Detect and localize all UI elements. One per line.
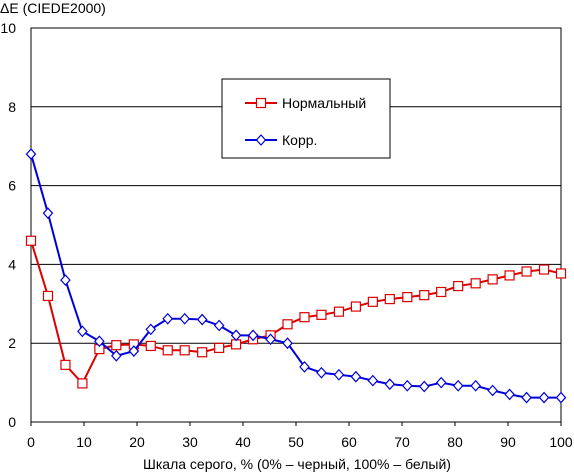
- data-point-corr-22: [401, 379, 413, 392]
- x-tick-label-70: 70: [394, 434, 410, 450]
- data-point-corr-29: [521, 391, 532, 404]
- data-point-normal-1: [42, 290, 54, 302]
- legend-marker-normal: [255, 97, 267, 109]
- data-point-normal-19: [350, 301, 361, 312]
- data-point-corr-3: [77, 325, 88, 338]
- y-tick-label-8: 8: [8, 99, 16, 115]
- series-line-normal: [30, 240, 562, 386]
- data-point-corr-4: [94, 335, 105, 348]
- data-point-normal-23: [419, 290, 430, 301]
- data-point-corr-0: [25, 148, 37, 160]
- x-axis-title: Шкала серого, % (0% – черный, 100% – бел…: [143, 456, 451, 472]
- x-tick-label-0: 0: [27, 434, 35, 450]
- data-point-corr-9: [179, 312, 191, 325]
- data-point-corr-23: [418, 380, 430, 393]
- data-point-corr-5: [111, 349, 122, 362]
- data-point-corr-10: [196, 313, 208, 326]
- data-point-normal-3: [77, 378, 88, 389]
- data-point-normal-27: [487, 274, 498, 285]
- data-point-normal-7: [145, 340, 156, 352]
- series-layer: [25, 148, 567, 404]
- data-point-corr-13: [247, 329, 259, 342]
- data-point-normal-18: [333, 306, 345, 317]
- data-point-normal-0: [25, 235, 37, 246]
- data-point-normal-9: [179, 345, 190, 356]
- data-point-normal-2: [60, 359, 71, 370]
- x-tick-label-80: 80: [447, 434, 463, 450]
- data-point-corr-16: [299, 360, 310, 373]
- y-tick-label-2: 2: [8, 335, 16, 351]
- data-point-normal-17: [316, 309, 327, 320]
- data-point-corr-31: [555, 391, 567, 404]
- data-point-corr-26: [470, 379, 481, 392]
- data-point-corr-19: [350, 370, 362, 383]
- series-line-corr: [30, 153, 561, 399]
- data-point-normal-10: [197, 347, 208, 358]
- data-point-normal-15: [282, 319, 293, 330]
- x-tick-label-90: 90: [500, 434, 516, 450]
- legend-label-corr: Корр.: [282, 132, 317, 148]
- series-corr: [25, 148, 567, 404]
- data-point-corr-17: [316, 366, 327, 379]
- data-point-corr-28: [504, 388, 515, 401]
- data-point-normal-20: [367, 296, 378, 307]
- data-point-corr-15: [282, 337, 293, 350]
- legend: Нормальный Корр.: [221, 78, 391, 159]
- y-tick-label-6: 6: [8, 178, 16, 194]
- data-point-corr-25: [452, 379, 464, 392]
- data-point-corr-14: [265, 333, 276, 346]
- data-point-normal-31: [555, 268, 567, 279]
- x-tick-label-40: 40: [235, 434, 251, 450]
- x-tick-label-100: 100: [549, 434, 573, 450]
- y-tick-label-10: 10: [0, 20, 16, 36]
- data-point-normal-28: [504, 270, 515, 281]
- data-point-normal-5: [111, 340, 122, 351]
- data-point-corr-27: [487, 384, 498, 397]
- series-normal: [25, 235, 567, 389]
- data-point-normal-29: [521, 266, 532, 277]
- data-point-normal-24: [436, 286, 447, 298]
- x-tick-label-60: 60: [341, 434, 357, 450]
- y-tick-label-0: 0: [8, 414, 16, 430]
- data-point-corr-12: [230, 329, 242, 342]
- legend-marker-corr: [255, 134, 267, 146]
- data-point-corr-2: [60, 274, 71, 287]
- y-axis-ticks: 0 2 4 6 8 10: [0, 20, 16, 430]
- legend-box: [221, 78, 391, 159]
- data-point-corr-6: [128, 345, 140, 357]
- x-tick-label-10: 10: [76, 434, 92, 450]
- data-point-normal-25: [453, 280, 464, 292]
- data-point-normal-16: [299, 312, 310, 323]
- x-axis-ticks: 0 10 20 30 40 50 60 70 80 90 100: [27, 422, 573, 450]
- data-point-normal-26: [470, 278, 481, 289]
- data-point-corr-8: [162, 312, 174, 325]
- data-point-normal-22: [402, 292, 413, 303]
- data-point-corr-11: [213, 319, 225, 332]
- x-tick-label-30: 30: [182, 434, 198, 450]
- data-point-normal-12: [231, 339, 242, 350]
- data-point-corr-30: [538, 391, 550, 404]
- data-point-corr-1: [42, 207, 54, 220]
- data-point-corr-7: [145, 323, 157, 336]
- data-point-normal-11: [214, 342, 225, 354]
- data-point-corr-24: [435, 376, 447, 389]
- data-point-normal-21: [384, 293, 395, 305]
- x-tick-label-50: 50: [288, 434, 304, 450]
- data-point-corr-20: [367, 374, 379, 387]
- data-point-normal-30: [538, 264, 550, 275]
- y-tick-label-4: 4: [8, 256, 16, 272]
- data-point-corr-18: [333, 368, 345, 381]
- y-axis-title: ΔE (CIEDE2000): [0, 0, 106, 16]
- legend-label-normal: Нормальный: [282, 95, 366, 111]
- data-point-corr-21: [384, 378, 396, 391]
- data-point-normal-8: [162, 345, 173, 356]
- x-tick-label-20: 20: [129, 434, 145, 450]
